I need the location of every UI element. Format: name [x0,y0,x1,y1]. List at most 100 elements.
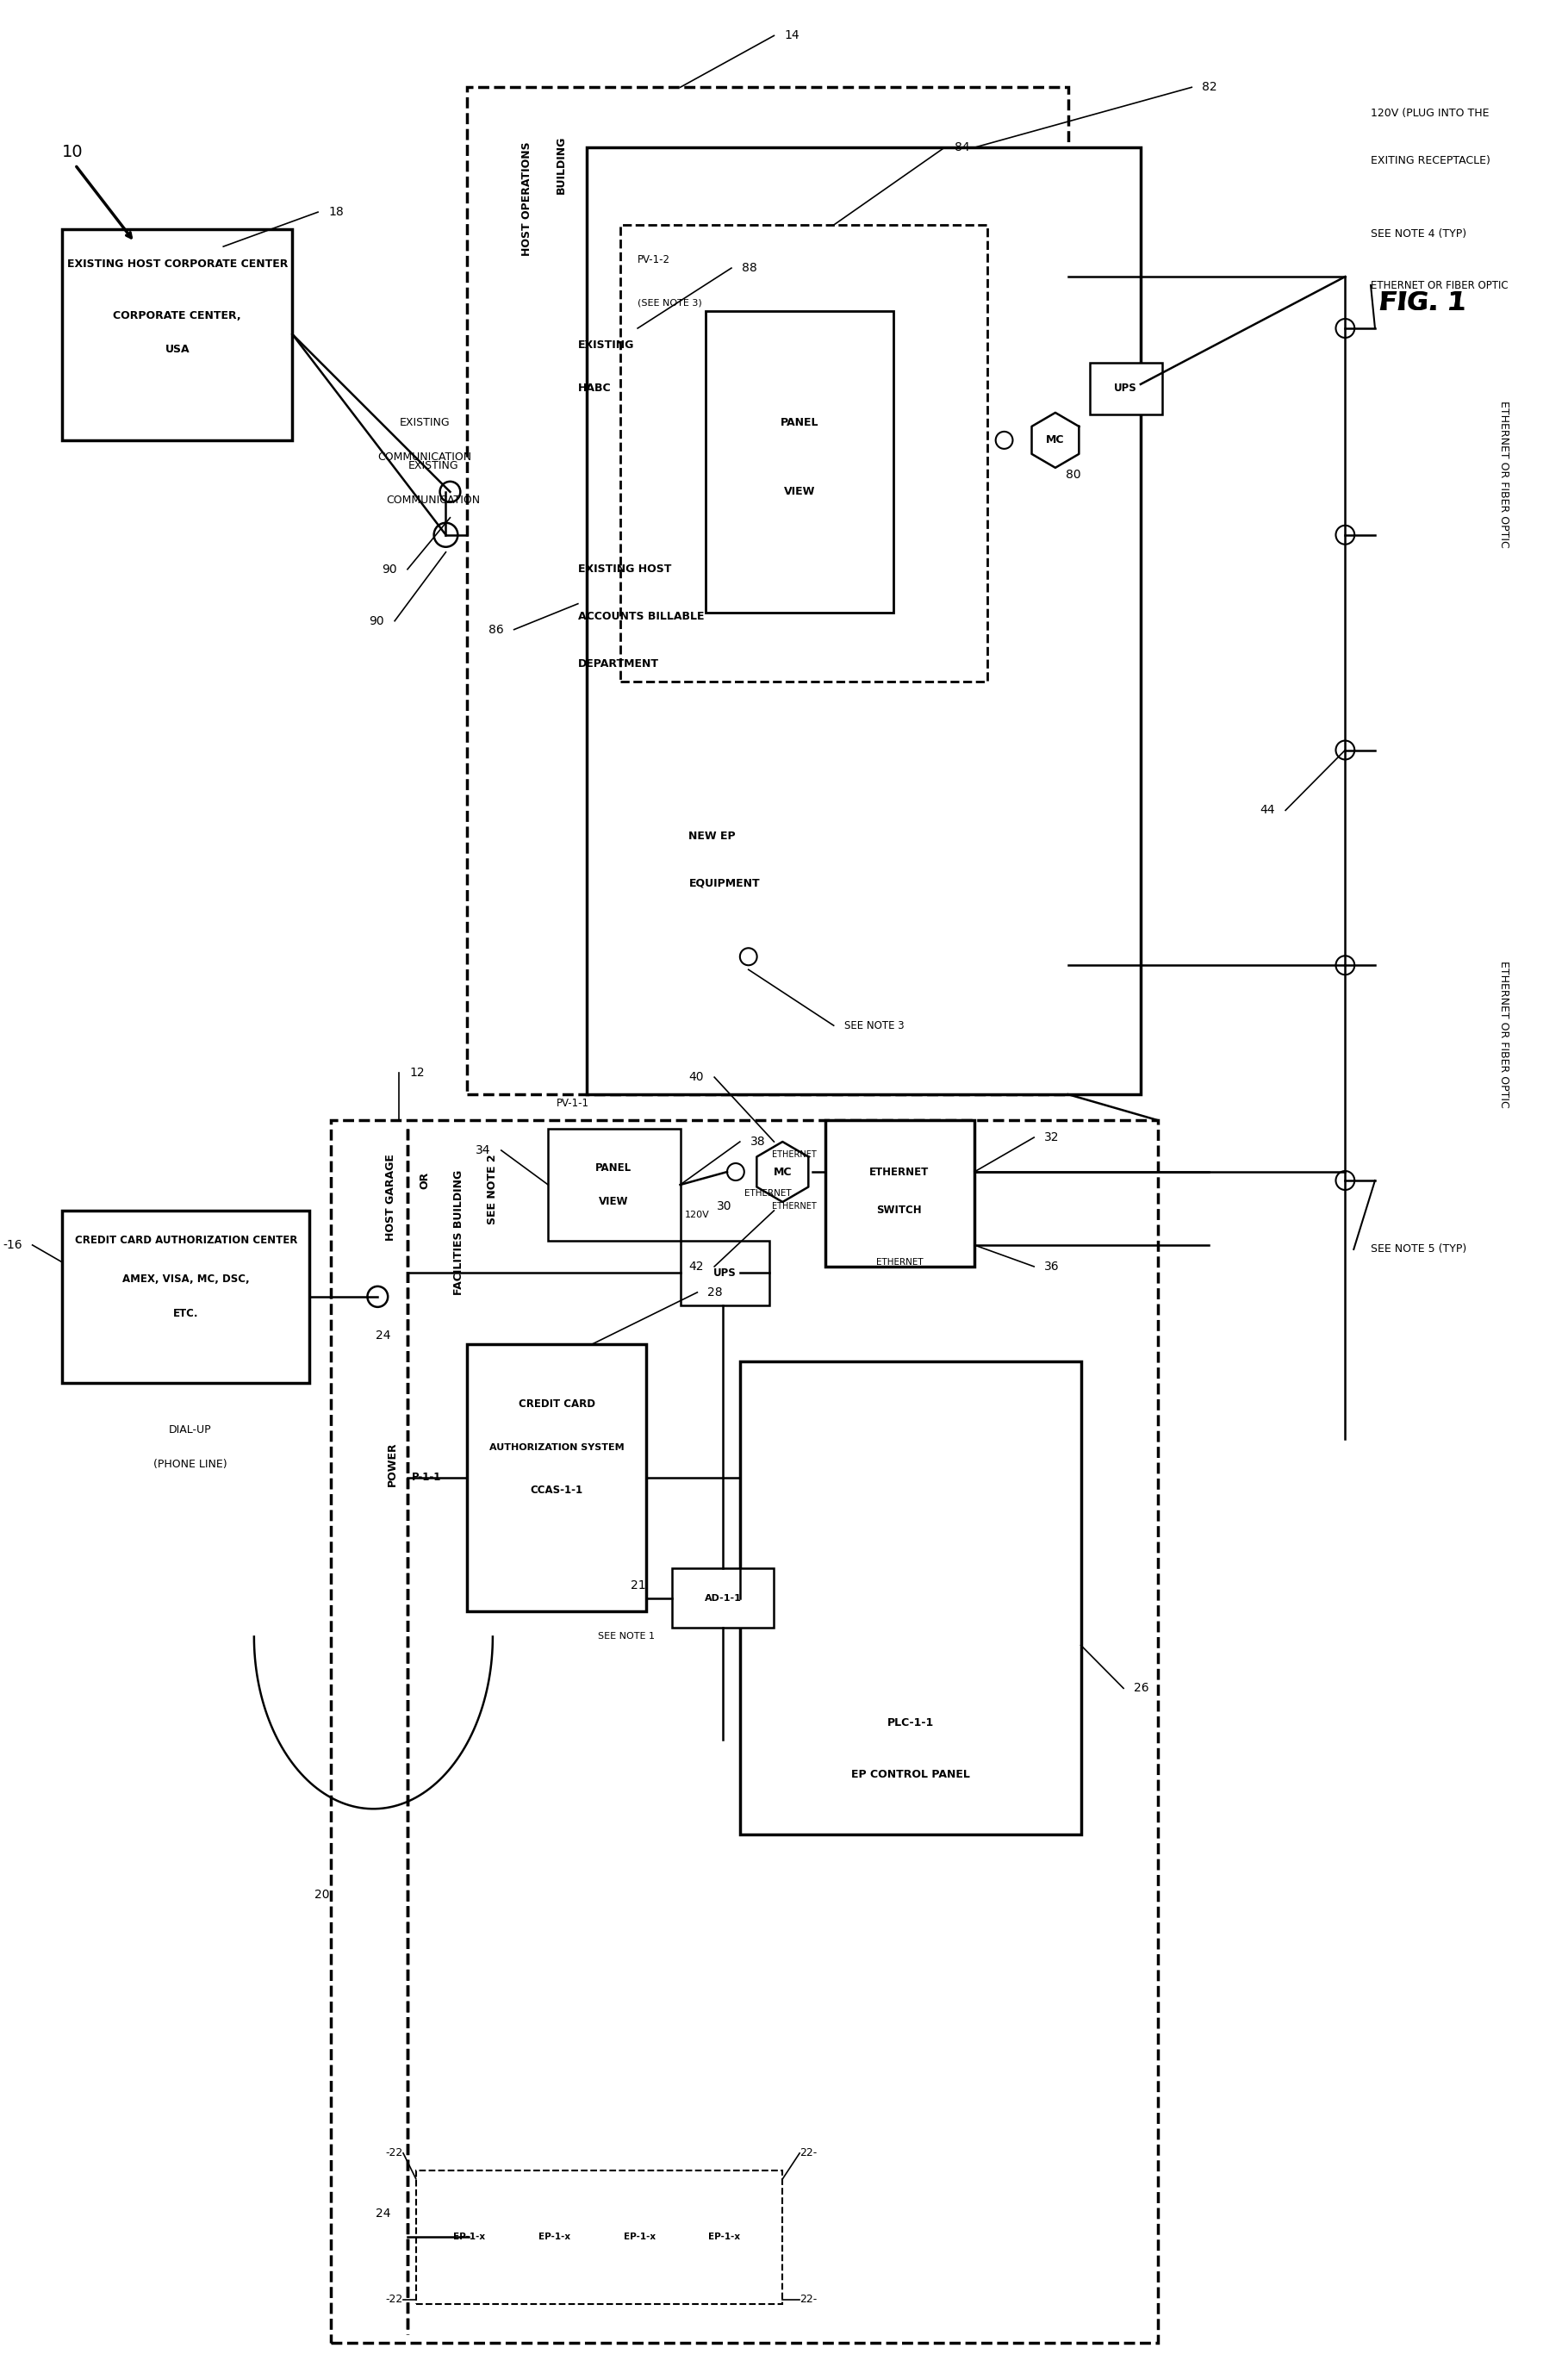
Text: CREDIT CARD AUTHORIZATION CENTER: CREDIT CARD AUTHORIZATION CENTER [75,1235,298,1247]
Text: (PHONE LINE): (PHONE LINE) [154,1458,227,1470]
Text: EQUIPMENT: EQUIPMENT [688,878,760,890]
Polygon shape [1032,412,1079,469]
Text: 12: 12 [409,1066,425,1080]
Text: EXITING RECEPTACLE): EXITING RECEPTACLE) [1370,155,1491,167]
Text: SEE NOTE 1: SEE NOTE 1 [597,1632,655,1642]
Text: BUILDING: BUILDING [555,136,566,193]
Text: EP-1-x: EP-1-x [624,2232,655,2241]
Text: 86: 86 [489,623,503,635]
Text: HABC: HABC [579,383,612,395]
FancyBboxPatch shape [1090,362,1162,414]
Text: CORPORATE CENTER,: CORPORATE CENTER, [113,309,241,321]
Text: 38: 38 [750,1135,765,1147]
FancyBboxPatch shape [706,312,894,611]
Text: EP-1-x: EP-1-x [538,2232,571,2241]
Text: P-1-1: P-1-1 [412,1473,442,1482]
Text: SEE NOTE 5 (TYP): SEE NOTE 5 (TYP) [1370,1244,1466,1256]
Text: VIEW: VIEW [784,485,815,497]
Text: OR: OR [419,1173,430,1190]
Text: ETHERNET OR FIBER OPTIC: ETHERNET OR FIBER OPTIC [1370,281,1508,290]
Text: AMEX, VISA, MC, DSC,: AMEX, VISA, MC, DSC, [122,1273,249,1285]
Text: SEE NOTE 3: SEE NOTE 3 [844,1021,903,1030]
FancyBboxPatch shape [467,1344,646,1611]
Text: 10: 10 [63,143,83,159]
Text: DIAL-UP: DIAL-UP [169,1425,212,1435]
FancyBboxPatch shape [688,2189,760,2286]
FancyBboxPatch shape [433,2189,505,2286]
Text: 120V (PLUG INTO THE: 120V (PLUG INTO THE [1370,107,1490,119]
FancyBboxPatch shape [740,1361,1080,1834]
Text: 32: 32 [1044,1132,1060,1144]
Text: -22: -22 [386,2293,403,2305]
FancyBboxPatch shape [331,1121,1157,2343]
Text: PV-1-2: PV-1-2 [638,255,671,264]
Text: EXISTING: EXISTING [579,340,635,352]
Text: NEW EP: NEW EP [688,830,735,842]
Text: -16: -16 [3,1239,22,1251]
Text: 120V: 120V [685,1211,709,1218]
Text: 18: 18 [328,207,343,219]
Text: 88: 88 [742,262,757,274]
Text: COMMUNICATION: COMMUNICATION [386,495,480,507]
FancyBboxPatch shape [549,1128,681,1242]
FancyBboxPatch shape [825,1121,974,1266]
FancyBboxPatch shape [621,226,988,680]
FancyBboxPatch shape [63,1211,309,1382]
Text: SEE NOTE 2: SEE NOTE 2 [488,1154,499,1225]
FancyBboxPatch shape [604,2189,676,2286]
Text: ETHERNET: ETHERNET [771,1201,817,1211]
Text: EP-1-x: EP-1-x [453,2232,485,2241]
Text: PV-1-1: PV-1-1 [557,1097,590,1109]
Text: FIG. 1: FIG. 1 [1380,290,1466,314]
Text: PANEL: PANEL [596,1161,632,1173]
Text: HOST GARAGE: HOST GARAGE [384,1154,397,1242]
Text: 24: 24 [375,2208,390,2220]
FancyBboxPatch shape [681,1242,770,1306]
Text: 26: 26 [1134,1682,1149,1694]
Text: PLC-1-1: PLC-1-1 [887,1718,935,1730]
Text: ETHERNET: ETHERNET [877,1258,924,1266]
Text: 22-: 22- [800,2148,817,2158]
Text: EP-1-x: EP-1-x [709,2232,740,2241]
Text: HOST OPERATIONS: HOST OPERATIONS [521,143,533,257]
Text: EXISTING: EXISTING [400,416,450,428]
Text: 84: 84 [955,140,971,155]
FancyBboxPatch shape [519,2189,591,2286]
Text: UPS: UPS [1113,383,1137,395]
Text: ACCOUNTS BILLABLE: ACCOUNTS BILLABLE [579,611,704,623]
FancyBboxPatch shape [63,228,292,440]
FancyBboxPatch shape [416,2170,782,2303]
Text: 44: 44 [1261,804,1275,816]
Text: DEPARTMENT: DEPARTMENT [579,659,659,668]
Text: 34: 34 [477,1144,491,1156]
Text: CREDIT CARD: CREDIT CARD [519,1399,594,1411]
Text: 36: 36 [1044,1261,1060,1273]
Text: MC: MC [773,1166,792,1178]
Text: (SEE NOTE 3): (SEE NOTE 3) [638,297,702,307]
Text: 42: 42 [688,1261,704,1273]
Text: VIEW: VIEW [599,1197,629,1209]
Text: 24: 24 [375,1330,390,1342]
Text: FACILITIES BUILDING: FACILITIES BUILDING [453,1170,464,1294]
Text: EXISTING: EXISTING [408,462,458,471]
Text: PANEL: PANEL [781,416,818,428]
Text: 40: 40 [688,1071,704,1082]
FancyBboxPatch shape [467,88,1068,1094]
Text: 82: 82 [1203,81,1217,93]
Text: SWITCH: SWITCH [877,1206,922,1216]
Text: 90: 90 [370,614,384,628]
Text: COMMUNICATION: COMMUNICATION [378,452,472,464]
Text: ETHERNET: ETHERNET [870,1166,930,1178]
Text: 21: 21 [630,1580,646,1592]
Text: 14: 14 [784,29,800,43]
FancyBboxPatch shape [671,1568,775,1627]
Text: ETC.: ETC. [172,1308,199,1320]
Text: ETHERNET: ETHERNET [771,1151,817,1159]
Text: AD-1-1: AD-1-1 [704,1594,742,1601]
Text: AUTHORIZATION SYSTEM: AUTHORIZATION SYSTEM [489,1444,624,1451]
Text: USA: USA [165,345,190,354]
Text: ETHERNET OR FIBER OPTIC: ETHERNET OR FIBER OPTIC [1499,961,1510,1109]
Text: UPS: UPS [713,1268,735,1280]
Text: EXISTING HOST: EXISTING HOST [579,564,671,576]
Text: FIG. 1: FIG. 1 [1380,290,1466,314]
